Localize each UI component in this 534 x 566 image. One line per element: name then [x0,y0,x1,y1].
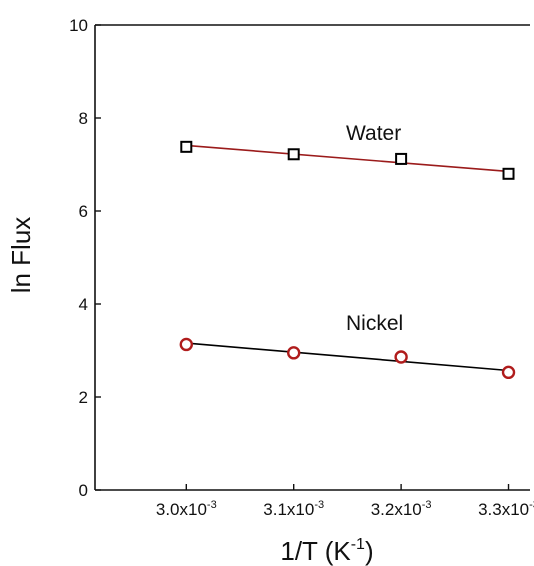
x-axis-title-base: 1/T (K [280,536,351,566]
x-tick-label: 3.1x10-3 [263,499,324,519]
fit-line-nickel [186,342,509,372]
data-point-nickel [179,337,193,352]
x-tick-mantissa: 3.2x10 [371,500,422,519]
y-tick-label: 2 [79,388,88,407]
data-point-water [395,152,408,165]
x-tick-exponent: -3 [422,499,432,511]
x-tick-label: 3.3x10-3 [478,499,534,519]
data-point-water [502,167,515,180]
y-axis-title: ln Flux [6,217,36,294]
x-tick-exponent: -3 [207,499,217,511]
x-axis-title-exponent: -1 [351,536,365,553]
series-label-water: Water [346,122,401,145]
x-tick-exponent: -3 [529,499,534,511]
x-tick-label: 3.0x10-3 [156,499,217,519]
data-point-nickel [287,346,301,360]
y-tick-label: 0 [79,481,88,500]
series-label-nickel: Nickel [346,312,403,335]
x-tick-label: 3.2x10-3 [371,499,432,519]
data-point-water [287,148,300,161]
x-axis-title: 1/T (K-1) [280,536,373,566]
x-tick-mantissa: 3.1x10 [263,500,314,519]
data-point-water [180,140,193,153]
x-axis-title-close: ) [365,536,374,566]
series [179,140,516,380]
y-tick-label: 10 [69,16,88,35]
data-point-nickel [501,365,516,380]
fit-line-water [186,144,509,173]
y-tick-label: 6 [79,202,88,221]
axes [94,24,530,491]
y-tick-label: 8 [79,109,88,128]
x-tick-mantissa: 3.0x10 [156,500,207,519]
x-tick-mantissa: 3.3x10 [478,500,529,519]
x-tick-exponent: -3 [314,499,324,511]
data-point-nickel [394,350,408,364]
y-tick-label: 4 [79,295,88,314]
